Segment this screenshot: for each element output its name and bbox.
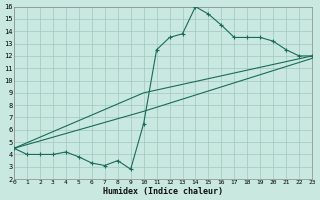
X-axis label: Humidex (Indice chaleur): Humidex (Indice chaleur) <box>103 187 223 196</box>
